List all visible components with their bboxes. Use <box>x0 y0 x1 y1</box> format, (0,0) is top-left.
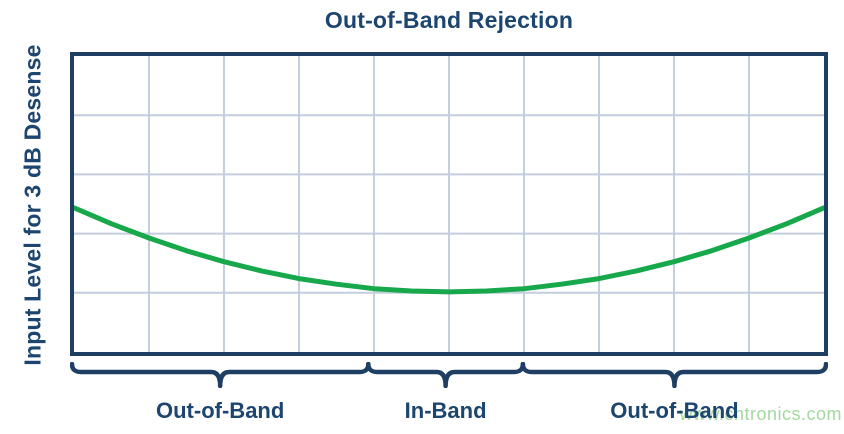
curve-input-level-for-3-db-desense <box>74 205 824 295</box>
band-label-out-of-band-right: Out-of-Band <box>610 398 739 423</box>
band-braces <box>70 362 828 388</box>
chart-title: Out-of-Band Rejection <box>324 7 574 33</box>
watermark: www.cntronics.com <box>679 404 842 424</box>
band-label-out-of-band-left: Out-of-Band <box>156 398 285 423</box>
brace-1 <box>366 362 526 388</box>
brace-0 <box>70 362 371 388</box>
grid-and-curve-svg <box>74 56 824 352</box>
brace-2 <box>520 362 828 388</box>
band-label-in-band: In-Band <box>404 398 487 423</box>
y-axis-label: Input Level for 3 dB Desense <box>19 44 46 366</box>
plot-area <box>70 52 828 356</box>
